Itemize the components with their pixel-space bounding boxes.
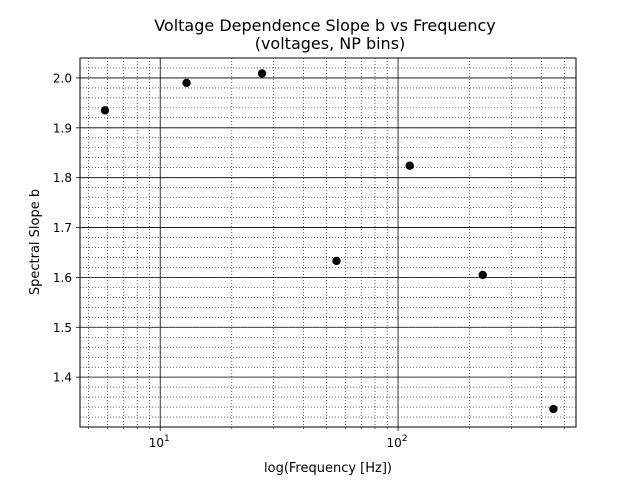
major-grid (80, 58, 576, 427)
x-axis-label: log(Frequency [Hz]) (264, 461, 392, 476)
data-points (100, 69, 558, 414)
y-tick-label: 1.4 (53, 371, 72, 385)
y-axis-ticks: 1.4 1.5 1.6 1.7 1.8 1.9 2.0 (53, 71, 80, 385)
y-tick-label: 1.5 (53, 321, 72, 335)
chart-title: Voltage Dependence Slope b vs Frequency (154, 16, 496, 35)
y-tick-label: 1.6 (53, 271, 72, 285)
x-tick-label-exponent: 1 (164, 434, 170, 444)
x-tick-label-exponent: 2 (402, 434, 408, 444)
data-point (257, 69, 267, 78)
y-tick-label: 1.8 (53, 171, 72, 185)
y-axis-label: Spectral Slope b (28, 189, 43, 295)
x-axis-ticks: 101 102 (88, 427, 565, 450)
y-tick-label: 1.7 (53, 221, 72, 235)
chart-subtitle: (voltages, NP bins) (255, 34, 406, 53)
y-tick-label: 2.0 (53, 71, 72, 85)
data-point (100, 106, 110, 115)
plot-frame (79, 57, 577, 428)
data-point (182, 78, 191, 88)
data-point (405, 161, 414, 170)
data-point (332, 256, 341, 266)
data-point (549, 404, 558, 414)
data-point (478, 270, 487, 280)
y-tick-label: 1.9 (53, 121, 72, 135)
